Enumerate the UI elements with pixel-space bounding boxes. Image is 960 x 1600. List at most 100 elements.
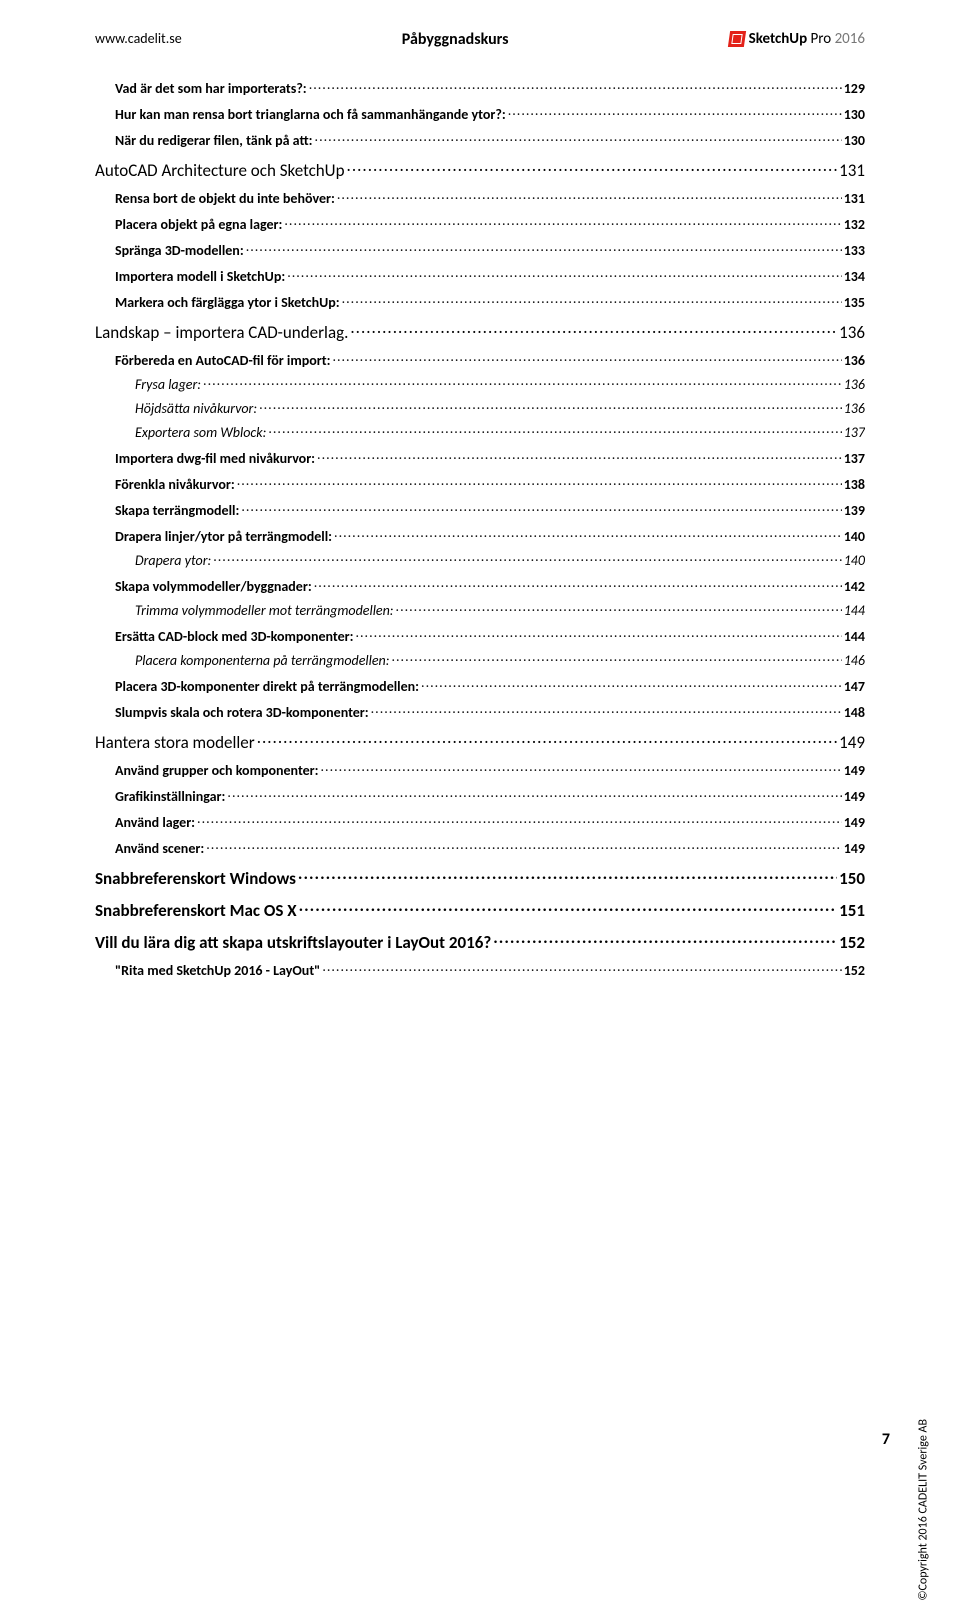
toc-entry: Drapera ytor:140	[135, 551, 865, 569]
toc-entry-page: 131	[844, 190, 865, 207]
toc-leader-dots	[332, 351, 841, 365]
toc-leader-dots	[237, 475, 842, 489]
toc-leader-dots	[241, 501, 841, 515]
sketchup-logo-icon	[728, 31, 746, 47]
toc-leader-dots	[268, 423, 841, 437]
toc-entry-label: Markera och färglägga ytor i SketchUp:	[115, 294, 340, 311]
toc-entry: Spränga 3D-modellen:133	[115, 241, 865, 259]
toc-entry-label: Hantera stora modeller	[95, 732, 255, 753]
toc-entry: Vill du lära dig att skapa utskriftslayo…	[95, 931, 865, 953]
toc-leader-dots	[342, 293, 842, 307]
toc-entry-label: Ersätta CAD-block med 3D-komponenter:	[115, 628, 353, 645]
toc-entry: Rensa bort de objekt du inte behöver:131	[115, 189, 865, 207]
toc-entry-page: 150	[839, 868, 865, 889]
toc-leader-dots	[391, 651, 841, 665]
page-number: 7	[882, 1430, 890, 1449]
toc-entry: Importera dwg-fil med nivåkurvor:137	[115, 449, 865, 467]
brand-pro: Pro	[807, 30, 831, 48]
toc-leader-dots	[213, 551, 841, 565]
toc-entry-label: Grafikinställningar:	[115, 788, 225, 805]
toc-entry-page: 130	[844, 132, 865, 149]
toc-leader-dots	[322, 961, 841, 975]
toc-entry-label: Importera modell i SketchUp:	[115, 268, 285, 285]
toc-leader-dots	[314, 577, 842, 591]
toc-entry-page: 144	[844, 628, 865, 645]
toc-entry: Skapa volymmodeller/byggnader: 142	[115, 577, 865, 595]
header-title: Påbyggnadskurs	[402, 30, 509, 49]
toc-entry-page: 136	[844, 400, 865, 417]
toc-leader-dots	[347, 159, 838, 176]
toc-entry: Hur kan man rensa bort trianglarna och f…	[115, 105, 865, 123]
toc-leader-dots	[371, 703, 842, 717]
toc-leader-dots	[206, 839, 841, 853]
toc-entry-page: 129	[844, 80, 865, 97]
toc-entry-page: 149	[844, 840, 865, 857]
toc-leader-dots	[227, 787, 841, 801]
toc-entry: Vad är det som har importerats?:129	[115, 79, 865, 97]
toc-entry-page: 149	[844, 762, 865, 779]
copyright-text: ©Copyright 2016 CADELIT Sverige AB	[916, 1419, 930, 1600]
toc-entry-label: Skapa volymmodeller/byggnader:	[115, 578, 312, 595]
toc-entry-label: Snabbreferenskort Mac OS X	[95, 900, 297, 921]
toc-entry-label: Hur kan man rensa bort trianglarna och f…	[115, 106, 506, 123]
toc-entry-label: Drapera ytor:	[135, 552, 211, 569]
toc-entry: AutoCAD Architecture och SketchUp131	[95, 159, 865, 181]
toc-leader-dots	[493, 931, 837, 948]
brand-year: 2016	[831, 30, 865, 48]
toc-entry: Placera komponenterna på terrängmodellen…	[135, 651, 865, 669]
toc-entry-label: Skapa terrängmodell:	[115, 502, 239, 519]
toc-leader-dots	[309, 79, 842, 93]
toc-entry-label: Placera objekt på egna lager:	[115, 216, 282, 233]
toc-entry-label: Använd scener:	[115, 840, 204, 857]
toc-entry: Importera modell i SketchUp: 134	[115, 267, 865, 285]
toc-leader-dots	[284, 215, 841, 229]
toc-entry: Hantera stora modeller149	[95, 731, 865, 753]
toc-entry-page: 135	[844, 294, 865, 311]
toc-leader-dots	[508, 105, 842, 119]
toc-entry-page: 144	[844, 602, 865, 619]
toc-entry-page: 132	[844, 216, 865, 233]
toc-leader-dots	[334, 527, 842, 541]
toc-entry: Drapera linjer/ytor på terrängmodell:140	[115, 527, 865, 545]
toc-entry: "Rita med SketchUp 2016 - LayOut"152	[115, 961, 865, 979]
toc-entry: Landskap – importera CAD-underlag.136	[95, 321, 865, 343]
toc-entry-page: 130	[844, 106, 865, 123]
toc-entry-page: 142	[844, 578, 865, 595]
toc-entry-page: 149	[844, 814, 865, 831]
toc-entry-page: 136	[844, 376, 865, 393]
brand-name: SketchUp	[749, 30, 808, 48]
toc-entry-label: Spränga 3D-modellen:	[115, 242, 244, 259]
toc-entry-label: Snabbreferenskort Windows	[95, 868, 296, 889]
toc-entry-label: Trimma volymmodeller mot terrängmodellen…	[135, 602, 394, 619]
toc-entry: Använd grupper och komponenter: 149	[115, 761, 865, 779]
toc-entry-label: Exportera som Wblock:	[135, 424, 266, 441]
toc-leader-dots	[421, 677, 842, 691]
toc-entry-label: Höjdsätta nivåkurvor:	[135, 400, 257, 417]
toc-entry-label: Använd grupper och komponenter:	[115, 762, 319, 779]
toc-entry-label: Förbereda en AutoCAD-fil för import:	[115, 352, 330, 369]
toc-entry-label: Vill du lära dig att skapa utskriftslayo…	[95, 932, 491, 953]
toc-leader-dots	[315, 131, 842, 145]
toc-entry-page: 136	[839, 322, 865, 343]
toc-leader-dots	[257, 731, 837, 748]
toc-entry: Exportera som Wblock:137	[135, 423, 865, 441]
page-header: www.cadelit.se Påbyggnadskurs SketchUp P…	[95, 30, 865, 49]
toc-entry-page: 149	[844, 788, 865, 805]
toc-entry: Ersätta CAD-block med 3D-komponenter: 144	[115, 627, 865, 645]
toc-entry-label: AutoCAD Architecture och SketchUp	[95, 160, 345, 181]
toc-leader-dots	[259, 399, 842, 413]
toc-entry: När du redigerar filen, tänk på att:130	[115, 131, 865, 149]
toc-entry-label: Slumpvis skala och rotera 3D-komponenter…	[115, 704, 369, 721]
toc-entry-label: Använd lager:	[115, 814, 195, 831]
toc-entry: Frysa lager: 136	[135, 375, 865, 393]
toc-entry-page: 134	[844, 268, 865, 285]
toc-entry-label: Importera dwg-fil med nivåkurvor:	[115, 450, 315, 467]
toc-entry-label: Frysa lager:	[135, 376, 201, 393]
header-url: www.cadelit.se	[95, 30, 182, 47]
toc-entry: Markera och färglägga ytor i SketchUp: 13…	[115, 293, 865, 311]
toc-leader-dots	[299, 899, 838, 916]
toc-entry: Höjdsätta nivåkurvor: 136	[135, 399, 865, 417]
header-brand: SketchUp Pro 2016	[729, 30, 865, 48]
toc-leader-dots	[197, 813, 842, 827]
toc-entry: Snabbreferenskort Windows 150	[95, 867, 865, 889]
